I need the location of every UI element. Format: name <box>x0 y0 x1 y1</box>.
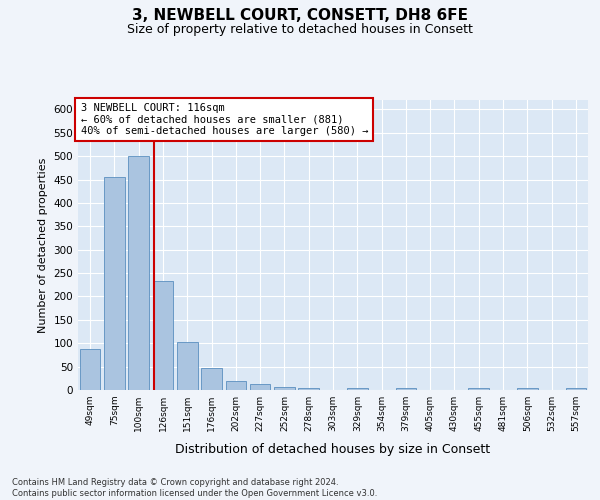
Bar <box>250 384 271 390</box>
Text: Distribution of detached houses by size in Consett: Distribution of detached houses by size … <box>175 442 491 456</box>
Bar <box>347 388 368 390</box>
Bar <box>80 349 100 390</box>
Bar <box>226 381 246 390</box>
Bar <box>177 342 197 390</box>
Bar <box>517 388 538 390</box>
Bar <box>469 388 489 390</box>
Bar <box>152 280 173 390</box>
Bar <box>298 388 319 390</box>
Text: Contains HM Land Registry data © Crown copyright and database right 2024.
Contai: Contains HM Land Registry data © Crown c… <box>12 478 377 498</box>
Bar <box>104 176 125 390</box>
Y-axis label: Number of detached properties: Number of detached properties <box>38 158 48 332</box>
Bar <box>566 388 586 390</box>
Bar <box>395 388 416 390</box>
Bar <box>128 156 149 390</box>
Text: Size of property relative to detached houses in Consett: Size of property relative to detached ho… <box>127 22 473 36</box>
Text: 3 NEWBELL COURT: 116sqm
← 60% of detached houses are smaller (881)
40% of semi-d: 3 NEWBELL COURT: 116sqm ← 60% of detache… <box>80 103 368 136</box>
Bar <box>274 386 295 390</box>
Text: 3, NEWBELL COURT, CONSETT, DH8 6FE: 3, NEWBELL COURT, CONSETT, DH8 6FE <box>132 8 468 22</box>
Bar <box>201 368 222 390</box>
